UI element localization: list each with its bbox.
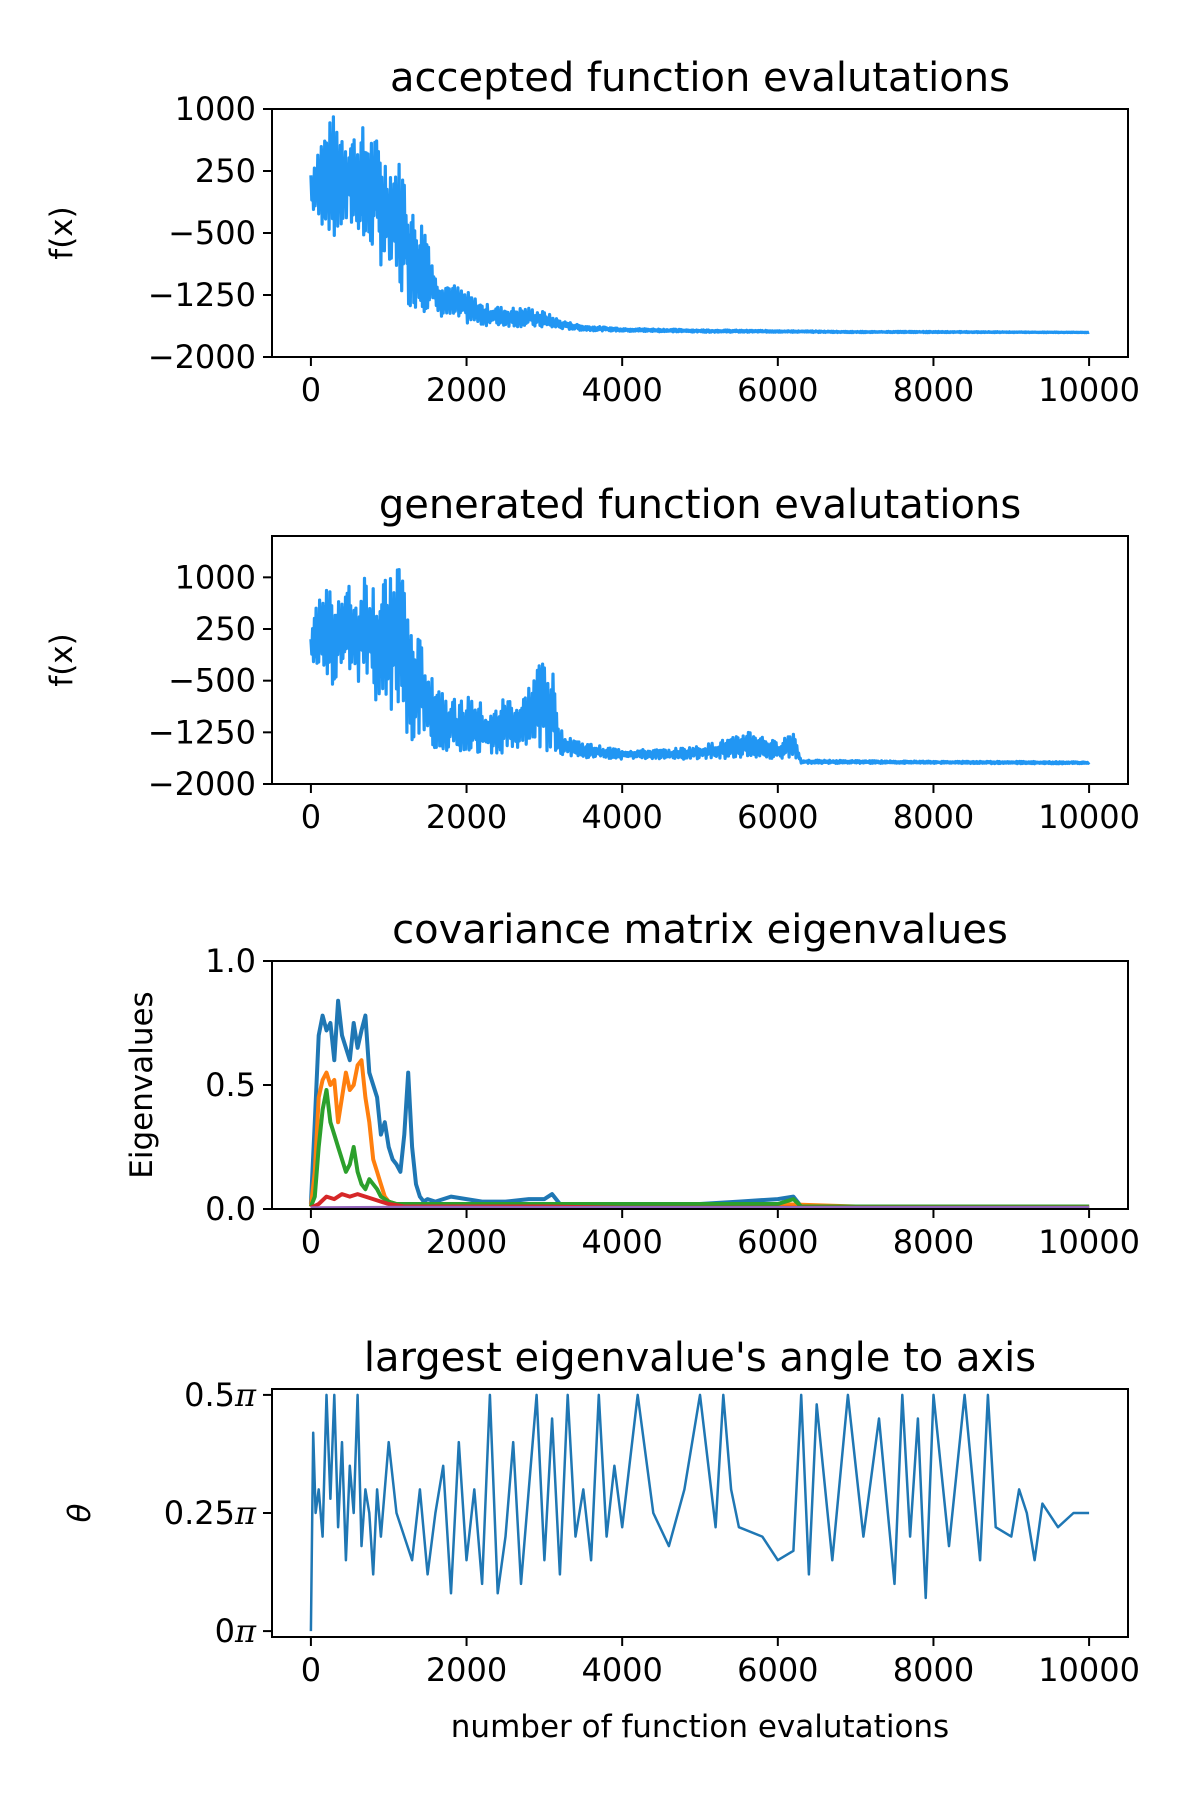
- series-line-1: [309, 1393, 1090, 1632]
- x-axis-label: number of function evalutations: [451, 1709, 949, 1745]
- y-axis-label: f(x): [44, 633, 80, 686]
- axes-frame: [271, 1388, 1129, 1638]
- x-tick-label: 4000: [581, 1223, 662, 1261]
- y-tick-label: 250: [195, 610, 256, 648]
- x-tick-label: 0: [301, 1223, 321, 1261]
- panel-title: accepted function evalutations: [390, 55, 1010, 101]
- x-tick-label: 0: [301, 1651, 321, 1689]
- x-tick-label: 4000: [581, 798, 662, 836]
- y-tick-unit: π: [234, 1612, 257, 1650]
- x-tick-label: 4000: [581, 1651, 662, 1689]
- series-line-3: [309, 1088, 1090, 1209]
- x-tick-label: 2000: [426, 798, 507, 836]
- x-tick-label: 8000: [893, 1223, 974, 1261]
- axes-frame: [271, 535, 1129, 785]
- x-tick-label: 2000: [426, 1651, 507, 1689]
- y-axis-label: f(x): [44, 206, 80, 259]
- x-tick-label: 8000: [893, 798, 974, 836]
- series-line-1: [309, 568, 1091, 766]
- y-tick-label: 250: [195, 152, 256, 190]
- panel-title: largest eigenvalue's angle to axis: [364, 1335, 1036, 1381]
- y-tick-label: 0.25π: [164, 1494, 257, 1532]
- x-tick-label: 8000: [893, 371, 974, 409]
- x-tick-label: 8000: [893, 1651, 974, 1689]
- y-tick-label: −2000: [148, 338, 256, 376]
- plot-area: [309, 115, 1090, 335]
- panel-title: generated function evalutations: [379, 482, 1021, 528]
- x-tick-label: 0: [301, 371, 321, 409]
- y-tick-label: 1000: [175, 90, 256, 128]
- x-tick-label: 6000: [737, 798, 818, 836]
- panel-2: generated function evalutations 0 2000 4000…: [44, 482, 1140, 836]
- x-tick-label: 10000: [1038, 798, 1140, 836]
- x-tick-label: 2000: [426, 371, 507, 409]
- x-tick-label: 2000: [426, 1223, 507, 1261]
- y-tick-label: −1250: [148, 276, 256, 314]
- x-tick-label: 6000: [737, 371, 818, 409]
- y-tick-label: −500: [168, 662, 256, 700]
- y-tick-unit: π: [234, 1494, 257, 1532]
- y-axis-label: Eigenvalues: [124, 991, 160, 1178]
- y-tick-unit: π: [234, 1376, 257, 1414]
- y-tick-label: 0.5: [205, 1066, 256, 1104]
- x-tick-label: 10000: [1038, 1223, 1140, 1261]
- y-tick-number: 0.25: [164, 1494, 235, 1532]
- series-line-1: [308, 998, 1090, 1209]
- x-tick-label: 6000: [737, 1651, 818, 1689]
- panel-3: covariance matrix eigenvalues 0 2000 4000 60…: [124, 907, 1140, 1261]
- x-tick-label: 10000: [1038, 1651, 1140, 1689]
- y-tick-label: 1000: [175, 558, 256, 596]
- series-line-1: [309, 115, 1090, 335]
- y-tick-label: −2000: [148, 765, 256, 803]
- panel-4: largest eigenvalue's angle to axis 0 2000 4…: [62, 1335, 1140, 1745]
- y-tick-label: 1.0: [205, 942, 256, 980]
- y-axis-label: θ: [62, 1503, 98, 1522]
- plot-area: [308, 998, 1090, 1209]
- y-tick-number: 0: [215, 1612, 235, 1650]
- panel-title: covariance matrix eigenvalues: [392, 907, 1008, 953]
- y-tick-label: 0.5π: [184, 1376, 257, 1414]
- y-tick-label: 0π: [215, 1612, 257, 1650]
- x-tick-label: 6000: [737, 1223, 818, 1261]
- series-line-2: [308, 1058, 1090, 1209]
- plot-area: [309, 568, 1091, 766]
- panel-1: accepted function evalutations 0 2000 4000 6…: [44, 55, 1140, 409]
- y-tick-label: −500: [168, 214, 256, 252]
- x-tick-label: 10000: [1038, 371, 1140, 409]
- x-tick-label: 0: [301, 798, 321, 836]
- y-tick-label: −1250: [148, 713, 256, 751]
- x-tick-label: 4000: [581, 371, 662, 409]
- y-tick-label: 0.0: [205, 1190, 256, 1228]
- y-tick-number: 0.5: [184, 1376, 235, 1414]
- plot-area: [309, 1393, 1090, 1632]
